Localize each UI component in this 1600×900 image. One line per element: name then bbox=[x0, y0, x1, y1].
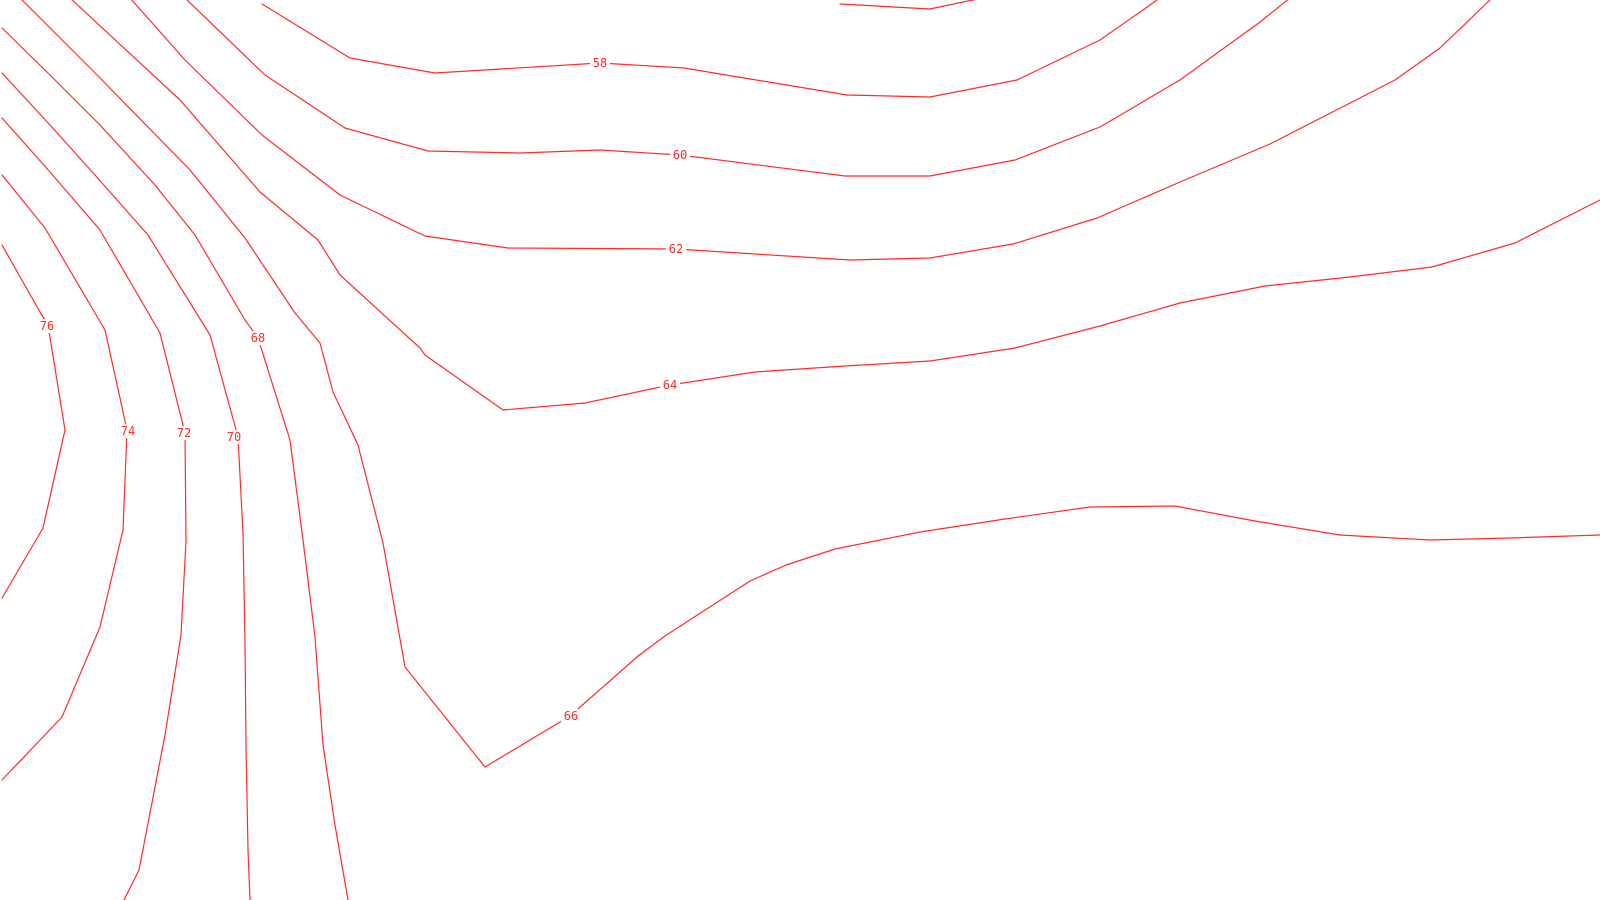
contour-line-68 bbox=[1, 27, 349, 900]
contour-label-text: 60 bbox=[673, 148, 687, 162]
contour-line-56 bbox=[839, 0, 976, 10]
contour-label-text: 70 bbox=[227, 430, 241, 444]
contour-label-text: 62 bbox=[669, 242, 683, 256]
contour-label-background bbox=[670, 148, 690, 162]
contour-line-58 bbox=[261, 0, 1159, 98]
contour-label-background bbox=[590, 56, 610, 70]
contour-line-62 bbox=[130, 0, 1491, 261]
contour-label-background bbox=[174, 426, 194, 440]
contour-labels-group: 58 60 62 64 66 68 70 72 74 76 bbox=[37, 56, 690, 723]
contour-line-72 bbox=[1, 117, 187, 900]
contour-label-62: 62 bbox=[666, 242, 686, 256]
contour-label-64: 64 bbox=[660, 378, 680, 392]
contour-label-70: 70 bbox=[224, 430, 244, 444]
contour-label-72: 72 bbox=[174, 426, 194, 440]
contour-label-66: 66 bbox=[561, 709, 581, 723]
contour-line-60 bbox=[186, 0, 1289, 177]
contour-line-76 bbox=[1, 244, 66, 599]
contour-label-background bbox=[666, 242, 686, 256]
contour-label-text: 74 bbox=[121, 424, 135, 438]
contour-label-76: 76 bbox=[37, 319, 57, 333]
contour-label-text: 72 bbox=[177, 426, 191, 440]
contour-label-68: 68 bbox=[248, 331, 268, 345]
contour-line-70 bbox=[1, 72, 251, 900]
contour-label-text: 68 bbox=[251, 331, 265, 345]
contour-label-text: 66 bbox=[564, 709, 578, 723]
contour-label-text: 64 bbox=[663, 378, 677, 392]
contour-label-background bbox=[660, 378, 680, 392]
contour-label-text: 58 bbox=[593, 56, 607, 70]
contour-label-background bbox=[37, 319, 57, 333]
contour-label-background bbox=[561, 709, 581, 723]
contour-label-60: 60 bbox=[670, 148, 690, 162]
contour-label-text: 76 bbox=[40, 319, 54, 333]
contour-label-58: 58 bbox=[590, 56, 610, 70]
contour-label-background bbox=[248, 331, 268, 345]
contour-line-66 bbox=[21, 0, 1600, 768]
contour-label-background bbox=[118, 424, 138, 438]
contour-line-74 bbox=[1, 174, 128, 781]
contour-line-64 bbox=[71, 0, 1600, 411]
contour-label-74: 74 bbox=[118, 424, 138, 438]
contour-label-background bbox=[224, 430, 244, 444]
